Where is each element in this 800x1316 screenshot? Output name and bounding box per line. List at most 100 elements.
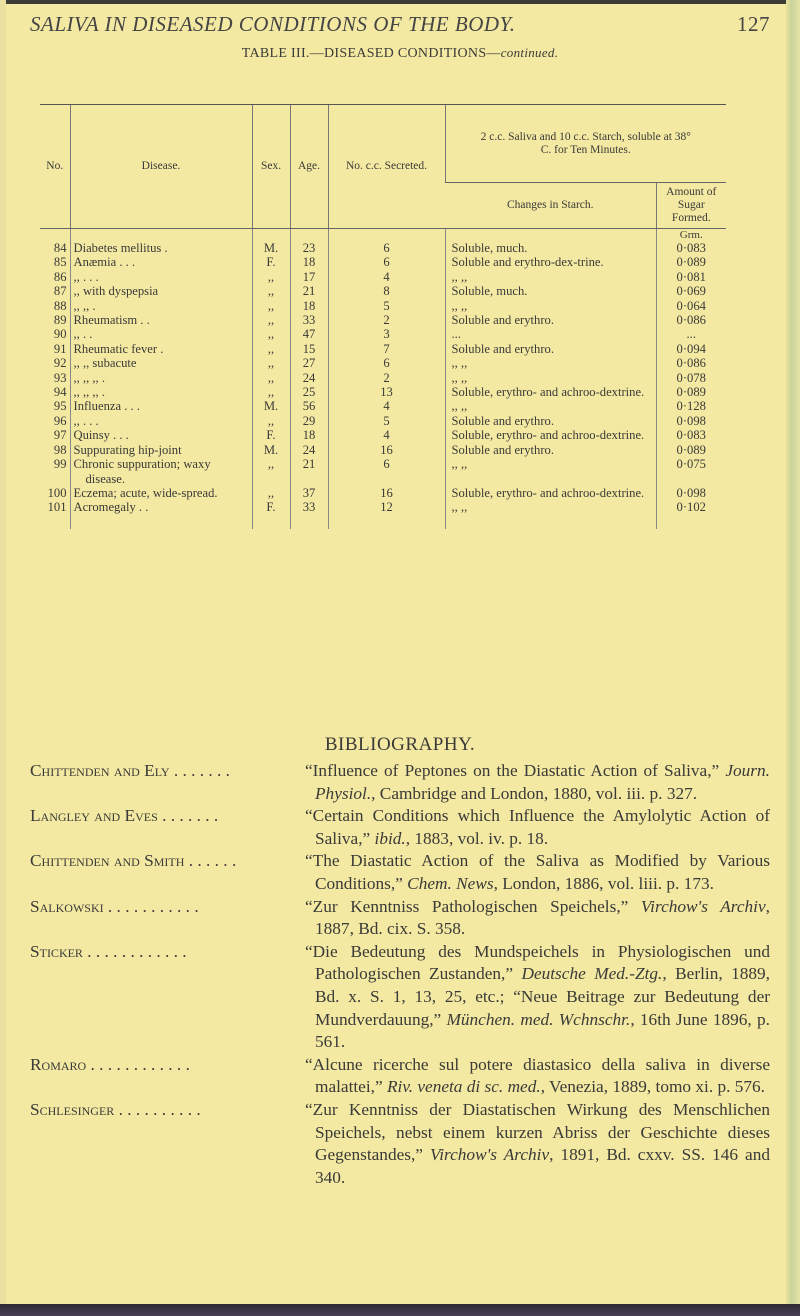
cell-no-text: 97 [53,428,67,443]
cell-sex-text: F. [266,428,276,443]
cell-changes-text: ,, ,, [451,500,468,515]
cell-disease: Quinsy . . . [69,428,252,443]
header-secreted: No. c.c. Secreted. [327,104,445,229]
cell-age: 33 [289,500,328,529]
cell-sex-text: F. [266,255,276,270]
cell-changes-text: Soluble and erythro. [451,313,554,328]
cell-changes-text: ,, ,, [451,457,468,472]
cell-no-text: 87 [53,284,67,299]
cell-changes: Soluble, erythro- and achroo-dextrine. [444,385,656,400]
cell-secreted-text: 6 [383,457,390,472]
cell-changes-text: Soluble, erythro- and achroo-dextrine. [451,485,645,500]
cell-age: 15 [289,341,328,357]
entry-citation: “Zur Kenntniss Pathologischen Speichels,… [305,896,770,941]
table-row: 85 Anæmia . . . F. 18 6 Soluble and erythro-d… [40,255,726,270]
cell-disease-text: Acromegaly . . [73,500,149,515]
cell-no-text: 92 [53,356,67,371]
cell-amount-text: 0·086 [676,356,706,371]
cell-changes-text: ,, ,, [451,370,468,385]
cell-sex-text: ,, [267,413,275,428]
cell-sex-text: F. [266,500,276,515]
cell-disease-text: ,, ,, . [73,298,96,313]
citation-journal: Chem. News [407,873,494,893]
table-row: 88 ,, ,, .,, 18 5 ,, ,, 0·064 [40,298,726,314]
header-age: Age. [289,104,328,229]
cell-amount: 0·089 [655,255,726,270]
page-number: 127 [737,12,770,36]
header-disease: Disease. [69,104,252,229]
cell-amount: 0·098 [655,485,726,501]
cell-amount: 0·064 [655,298,726,314]
cell-secreted: 3 [327,327,445,342]
cell-changes: Soluble, erythro- and achroo-dextrine. [444,485,656,501]
entry-citation: “The Diastatic Action of the Saliva as M… [305,850,770,895]
cell-sex: ,, [251,370,290,386]
table-row: 101 Acromegaly . . F. 33 12 ,, ,, 0·102 [40,500,726,529]
citation-text: “Die Bedeutung des Mundspeichels in Phys… [305,941,770,984]
cell-changes-text: Soluble and erythro. [451,341,554,356]
header-group: 2 c.c. Saliva and 10 c.c. Starch, solubl… [444,104,726,183]
cell-changes: ,, ,, [444,399,656,414]
cell-secreted-text: 4 [383,428,390,443]
bibliography-entry: Salkowski . . . . . . . . . . . “Zur Kenn… [30,896,770,941]
entry-author: Salkowski . . . . . . . . . . . [30,896,199,916]
citation-text: “The Diastatic Action of the Saliva as M… [305,851,770,893]
citation-text: , Berlin, 1889, Bd. x. S. 1, 13, 25, etc… [315,964,770,1029]
table-row: 84 Diabetes mellitus . M. 23 6 Soluble, much.… [40,228,726,256]
cell-amount: 0·098 [655,413,726,429]
cell-disease-text: ,, with dyspepsia [73,284,159,299]
cell-disease-text: Rheumatism . . [73,313,150,328]
cell-no-text: 94 [53,385,67,400]
cell-secreted: 8 [327,284,445,299]
cell-age-text: 18 [302,298,316,313]
cell-secreted: 4 [327,428,445,443]
cell-age-text: 25 [302,385,316,400]
table-body: 84 Diabetes mellitus . M. 23 6 Soluble, much.… [40,228,726,529]
cell-sex: F. [251,428,290,443]
citation-journal: Deutsche Med.-Ztg. [521,964,663,984]
citation-text: , Venezia, 1889, tomo xi. p. 576. [540,1077,765,1097]
cell-no: 89 [40,313,70,327]
cell-sex: ,, [251,485,290,501]
cell-sex-text: M. [263,241,279,255]
table-row: 87 ,, with dyspepsia,, 21 8 Soluble, much. 0·… [40,284,726,299]
cell-changes: Soluble, erythro- and achroo-dextrine. [444,428,656,443]
cell-amount: 0·128 [655,399,726,414]
table-row: 89 Rheumatism . .,, 33 2 Soluble and erythro… [40,313,726,328]
cell-sex-text: ,, [267,356,275,371]
bibliography-entry: Chittenden and Smith . . . . . . “The Dia… [30,850,770,895]
cell-changes-text: Soluble and erythro. [451,442,554,457]
cell-amount-text: 0·078 [676,370,706,385]
cell-secreted-text: 6 [383,356,390,371]
cell-disease-text: Chronic suppuration; waxy disease. [73,457,211,486]
cell-sex: ,, [251,457,290,486]
cell-amount-text: 0·098 [676,413,706,428]
entry-citation: “Die Bedeutung des Mundspeichels in Phys… [305,941,770,1054]
cell-amount: 0·069 [655,284,726,299]
cell-sex-text: ,, [267,370,275,385]
cell-secreted-text: 12 [380,500,393,515]
cell-age-text: 37 [302,485,316,500]
cell-no: 86 [40,270,70,284]
cell-age: 29 [289,413,328,429]
cell-changes: Soluble and erythro-dex-trine. [444,255,656,270]
cell-changes-text: ... [451,327,461,342]
header-no: No. [40,104,70,229]
cell-changes: Soluble, much. [444,284,656,299]
cell-sex-text: ,, [267,313,275,328]
citation-text: , 1891, Bd. cxxv. SS. 146 and 340. [315,1145,770,1187]
cell-age: 56 [289,399,328,414]
cell-disease: Rheumatism . . [69,313,252,328]
cell-changes: ,, ,, [444,500,656,529]
cell-disease-text: ,, . . . [73,413,99,428]
entry-citation: “Alcune ricerche sul potere diastasico d… [305,1054,770,1099]
cell-sex: F. [251,500,290,529]
cell-age: 33 [289,313,328,328]
cell-secreted-text: 6 [383,241,390,255]
cell-amount: 0·089 [655,385,726,400]
table-row: 95 Influenza . . . M. 56 4 ,, ,, 0·128 [40,399,726,414]
cell-amount: 0·081 [655,269,726,285]
cell-disease: Rheumatic fever . [69,341,252,357]
cell-disease: ,, ,, ,, . [69,385,252,400]
citation-text: , 1883, vol. iv. p. 18. [405,828,549,848]
